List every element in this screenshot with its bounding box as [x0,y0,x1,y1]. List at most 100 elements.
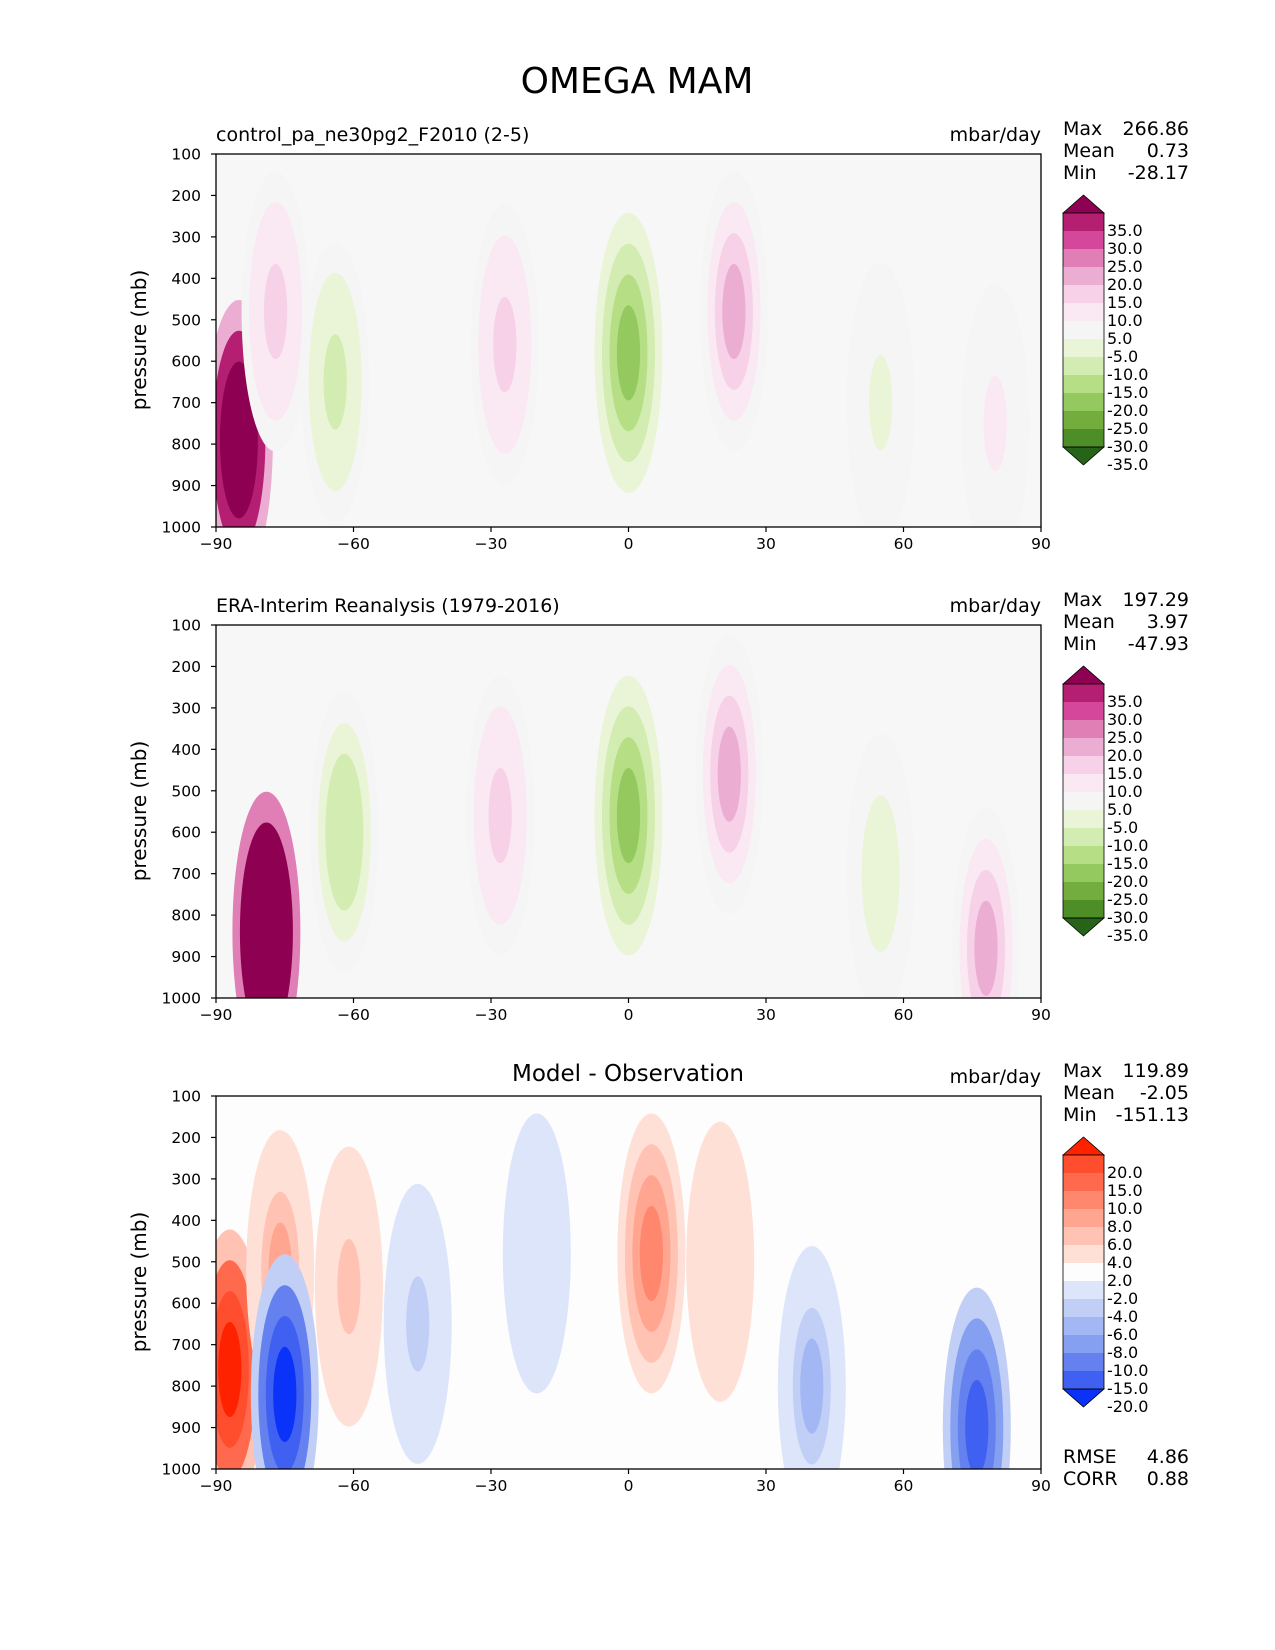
colorbar-segment [1063,231,1104,250]
colorbar-extend-bottom [1061,1388,1106,1408]
contour-blob [616,305,641,401]
colorbar-segment [1063,846,1104,865]
colorbar-segment [1063,213,1104,232]
x-tick-label: −30 [475,1477,508,1495]
contour-blob [717,726,741,822]
y-tick-label: 400 [171,1212,201,1230]
contour-blob [493,297,517,393]
colorbar-segment [1063,1317,1104,1336]
x-tick-label: −60 [337,535,370,553]
contour-blob [965,1380,989,1469]
stat-mean-value: 0.73 [1147,140,1189,162]
colorbar-tick-label: 15.0 [1107,293,1143,312]
y-tick-label: 1000 [162,519,201,537]
y-tick-label: 300 [171,1170,201,1188]
colorbar-segment [1063,285,1104,304]
stat-min-value: -28.17 [1128,162,1189,184]
colorbar: 20.015.010.08.06.04.02.0-2.0-4.0-6.0-8.0… [1061,1136,1148,1416]
units-label: mbar/day [950,1066,1041,1088]
panel-title: Model - Observation [512,1061,744,1087]
colorbar-tick-label: 35.0 [1107,221,1143,240]
colorbar-tick-label: 15.0 [1107,764,1143,783]
colorbar-segment [1063,1299,1104,1318]
contour-blob [869,826,893,922]
y-tick-label: 700 [171,394,201,412]
contour-field [216,1113,1011,1469]
stat-max-label: Max [1063,118,1102,140]
y-axis-label: pressure (mb) [127,1212,151,1353]
colorbar-segment [1063,249,1104,268]
colorbar: 35.030.025.020.015.010.05.0-5.0-10.0-15.… [1061,665,1148,945]
colorbar-segment [1063,393,1104,412]
colorbar-tick-label: 6.0 [1107,1235,1132,1254]
colorbar-tick-label: 30.0 [1107,710,1143,729]
y-tick-label: 900 [171,1419,201,1437]
contour-blob [332,784,356,880]
x-ticks: −90 −60 −30 0 30 60 90 [200,998,1051,1024]
y-tick-label: 700 [171,865,201,883]
y-tick-label: 600 [171,353,201,371]
x-tick-label: 0 [624,535,634,553]
colorbar-segment [1063,1371,1104,1390]
x-tick-label: 60 [894,1006,914,1024]
colorbar-extend-top [1061,665,1106,685]
stat-min-label: Min [1063,1104,1097,1126]
contour-field [216,171,1030,527]
y-tick-label: 700 [171,1336,201,1354]
colorbar-frame [1062,212,1105,448]
stat-rmse-label: RMSE [1063,1446,1117,1468]
x-tick-label: −90 [200,1006,233,1024]
figure-title: OMEGA MAM [521,61,754,102]
x-tick-label: 30 [756,1006,776,1024]
colorbar-tick-label: 20.0 [1107,746,1143,765]
y-tick-label: 600 [171,824,201,842]
contour-blob [337,1239,361,1335]
colorbar-tick-label: 20.0 [1107,275,1143,294]
colorbar-segment [1063,339,1104,358]
contour-blob [406,1276,430,1372]
colorbar-segment [1063,1263,1104,1282]
colorbar-segment [1063,267,1104,286]
y-tick-label: 300 [171,699,201,717]
colorbar-tick-label: -8.0 [1107,1343,1138,1362]
colorbar-segment [1063,303,1104,322]
x-tick-label: −90 [200,1477,233,1495]
colorbar-segment [1063,684,1104,703]
colorbar-segment [1063,321,1104,340]
colorbar-extend-top [1061,1136,1106,1156]
panel-observation: −90 −60 −30 0 30 60 90 100 200 300 400 500 600 700 80… [127,589,1189,1024]
colorbar-tick-label: -10.0 [1107,1361,1148,1380]
colorbar-segment [1063,357,1104,376]
stat-min-label: Min [1063,162,1097,184]
colorbar-segment [1063,1227,1104,1246]
colorbar: 35.030.025.020.015.010.05.0-5.0-10.0-15.… [1061,194,1148,474]
y-tick-label: 100 [171,1088,201,1106]
colorbar-segment [1063,828,1104,847]
stat-mean-label: Mean [1063,611,1115,633]
colorbar-segment [1063,792,1104,811]
y-tick-label: 500 [171,311,201,329]
y-tick-label: 100 [171,617,201,635]
y-tick-label: 800 [171,907,201,925]
y-tick-label: 1000 [162,1461,201,1479]
x-tick-label: −60 [337,1006,370,1024]
y-tick-label: 600 [171,1295,201,1313]
x-ticks: −90 −60 −30 0 30 60 90 [200,527,1051,553]
x-tick-label: 90 [1031,1006,1051,1024]
colorbar-tick-label: 4.0 [1107,1253,1132,1272]
colorbar-segment [1063,1281,1104,1300]
panel-title: control_pa_ne30pg2_F2010 (2-5) [216,124,529,146]
colorbar-tick-label: 20.0 [1107,1163,1143,1182]
x-tick-label: −60 [337,1477,370,1495]
colorbar-segment [1063,375,1104,394]
colorbar-tick-label: -20.0 [1107,872,1148,891]
colorbar-tick-label: -10.0 [1107,836,1148,855]
colorbar-segment [1063,1191,1104,1210]
x-tick-label: 60 [894,1477,914,1495]
x-tick-label: 90 [1031,1477,1051,1495]
colorbar-extend-bottom [1061,917,1106,937]
contour-field [232,634,1020,998]
colorbar-tick-label: -20.0 [1107,401,1148,420]
contour-blob [254,884,278,980]
